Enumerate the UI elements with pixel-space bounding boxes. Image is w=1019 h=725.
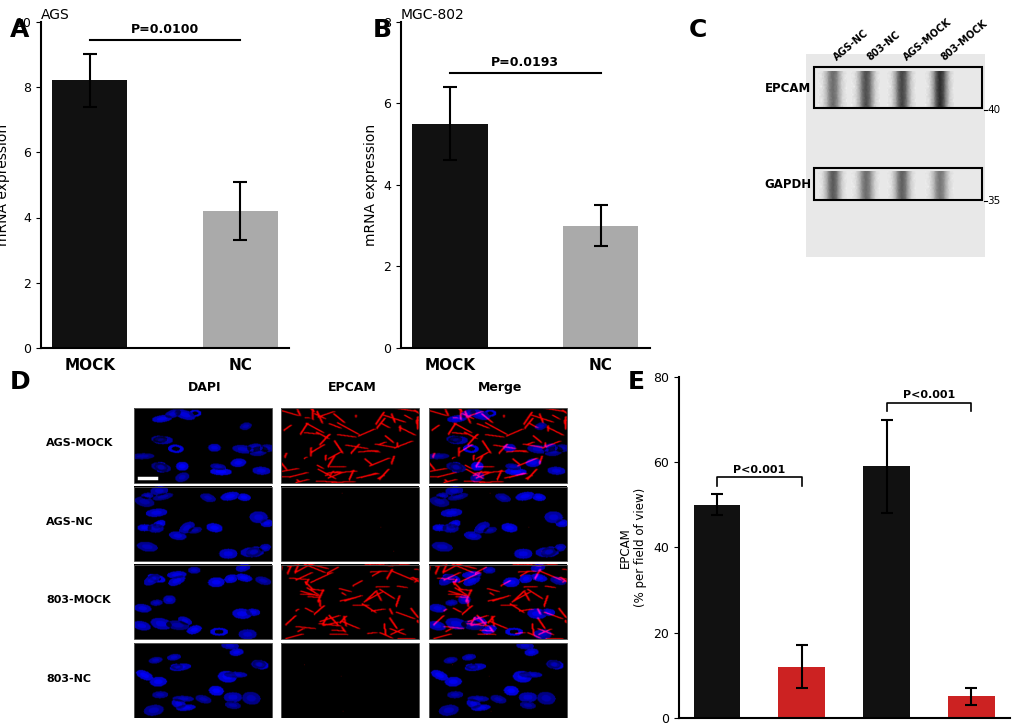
- Bar: [813, 168, 981, 199]
- Bar: [428, 408, 566, 483]
- Text: AGS-MOCK: AGS-MOCK: [46, 439, 113, 449]
- Text: D: D: [10, 370, 31, 394]
- Bar: [133, 643, 271, 718]
- Bar: [133, 565, 271, 639]
- Bar: [281, 408, 419, 483]
- Bar: [52, 80, 127, 348]
- Bar: [813, 67, 981, 108]
- Bar: [862, 466, 909, 718]
- Text: AGS-NC: AGS-NC: [46, 517, 94, 527]
- Y-axis label: mRNA expression: mRNA expression: [364, 124, 377, 246]
- Bar: [562, 225, 638, 348]
- Bar: [133, 408, 271, 483]
- Bar: [428, 486, 566, 561]
- Text: P<0.001: P<0.001: [733, 465, 785, 475]
- Y-axis label: mRNA expression: mRNA expression: [0, 124, 9, 246]
- Text: A: A: [10, 18, 30, 42]
- Text: 803-NC: 803-NC: [865, 29, 902, 62]
- Bar: [281, 486, 419, 561]
- Text: E: E: [627, 370, 644, 394]
- Text: 803-MOCK: 803-MOCK: [938, 18, 988, 62]
- Text: AGS: AGS: [41, 8, 69, 22]
- Bar: [805, 54, 984, 257]
- Y-axis label: EPCAM
(% per field of view): EPCAM (% per field of view): [619, 488, 647, 607]
- Bar: [412, 124, 487, 348]
- Text: MGC-802: MGC-802: [400, 8, 465, 22]
- Text: 35: 35: [986, 196, 1000, 206]
- Text: DAPI: DAPI: [187, 381, 221, 394]
- Bar: [693, 505, 740, 718]
- Bar: [777, 667, 824, 718]
- Text: 803-NC: 803-NC: [46, 674, 91, 684]
- Text: P=0.0193: P=0.0193: [491, 56, 558, 69]
- Text: AGS-NC: AGS-NC: [832, 28, 870, 62]
- Text: P=0.0100: P=0.0100: [130, 23, 199, 36]
- Text: AGS-MOCK: AGS-MOCK: [901, 17, 953, 62]
- Bar: [281, 643, 419, 718]
- Bar: [947, 697, 994, 718]
- Bar: [428, 565, 566, 639]
- Text: P<0.001: P<0.001: [902, 391, 954, 400]
- Text: EPCAM: EPCAM: [764, 82, 810, 95]
- Text: B: B: [372, 18, 391, 42]
- Text: Merge: Merge: [477, 381, 522, 394]
- Bar: [281, 565, 419, 639]
- Text: EPCAM: EPCAM: [327, 381, 376, 394]
- Bar: [203, 211, 278, 348]
- Bar: [133, 486, 271, 561]
- Text: C: C: [688, 18, 706, 42]
- Text: GAPDH: GAPDH: [763, 178, 810, 191]
- Text: 803-MOCK: 803-MOCK: [46, 595, 111, 605]
- Bar: [428, 643, 566, 718]
- Text: 40: 40: [986, 105, 1000, 115]
